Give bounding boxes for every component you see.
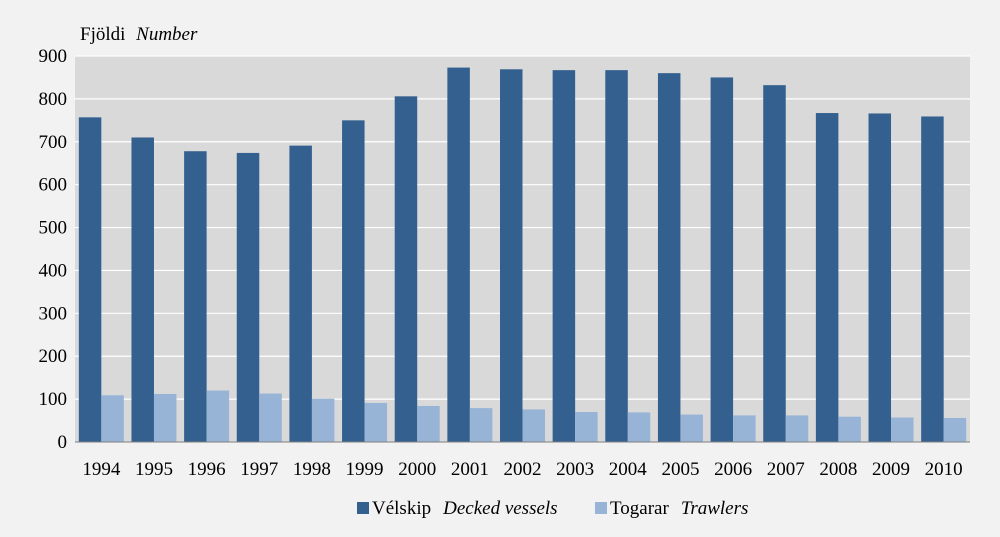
x-tick-label-2002: 2002 xyxy=(504,459,542,480)
bar-togarar-2003 xyxy=(575,411,598,442)
bar-togarar-1996 xyxy=(206,390,230,442)
legend-label-togarar: Togarar Trawlers xyxy=(610,498,748,519)
y-tick-label-0: 0 xyxy=(58,432,68,453)
x-tick-label-2009: 2009 xyxy=(872,459,910,480)
x-tick-label-1995: 1995 xyxy=(135,459,173,480)
y-tick-label-400: 400 xyxy=(39,260,68,281)
bar-velskip-2007 xyxy=(763,85,786,443)
x-tick-label-1998: 1998 xyxy=(293,459,331,480)
y-tick-label-200: 200 xyxy=(39,346,68,367)
x-tick-label-1997: 1997 xyxy=(240,459,278,480)
bar-velskip-1995 xyxy=(131,137,154,442)
bar-velskip-2004 xyxy=(605,70,628,443)
bar-velskip-2008 xyxy=(815,113,839,442)
y-axis-ticks: 0 100 200 300 400 500 600 700 800 900 xyxy=(39,46,68,453)
bar-velskip-2009 xyxy=(868,113,892,443)
legend-name-en: Trawlers xyxy=(681,498,749,519)
y-tick-label-700: 700 xyxy=(39,132,68,153)
x-tick-label-2006: 2006 xyxy=(714,459,752,480)
x-tick-label-2000: 2000 xyxy=(398,459,436,480)
x-tick-label-1999: 1999 xyxy=(346,459,384,480)
y-tick-label-100: 100 xyxy=(39,389,68,410)
bars xyxy=(78,67,967,443)
x-tick-label-1996: 1996 xyxy=(188,459,226,480)
bar-togarar-2008 xyxy=(838,416,861,442)
legend-name: Vélskip xyxy=(372,498,431,519)
bar-velskip-2005 xyxy=(657,73,681,443)
bar-togarar-1999 xyxy=(364,402,388,442)
y-tick-label-800: 800 xyxy=(39,89,68,110)
bar-velskip-2003 xyxy=(552,70,576,443)
bar-togarar-2000 xyxy=(417,405,440,442)
bar-togarar-2009 xyxy=(891,417,914,442)
legend-swatch-velskip xyxy=(357,502,369,514)
x-axis-ticks: 1994 1995 1996 1997 1998 1999 2000 2001 2002 2003… xyxy=(82,459,962,480)
bar-togarar-2005 xyxy=(680,414,703,442)
bar-togarar-2007 xyxy=(785,415,809,442)
bar-velskip-2000 xyxy=(394,96,418,442)
x-tick-label-2005: 2005 xyxy=(661,459,699,480)
bar-togarar-1998 xyxy=(311,398,335,442)
bar-velskip-2010 xyxy=(921,116,944,443)
bar-velskip-1998 xyxy=(289,145,312,443)
bar-velskip-1999 xyxy=(342,120,365,442)
bar-velskip-2006 xyxy=(710,77,734,442)
y-tick-label-900: 900 xyxy=(39,46,68,67)
y-tick-label-300: 300 xyxy=(39,303,68,324)
x-tick-label-2001: 2001 xyxy=(451,459,489,480)
bar-velskip-2001 xyxy=(447,67,470,442)
legend-label-velskip: Vélskip Decked vessels xyxy=(372,498,558,519)
legend-name-en: Decked vessels xyxy=(442,498,557,519)
x-tick-label-2004: 2004 xyxy=(609,459,648,480)
bar-velskip-1996 xyxy=(184,151,207,443)
bar-togarar-2001 xyxy=(469,408,493,442)
x-tick-label-2003: 2003 xyxy=(556,459,594,480)
x-tick-label-2007: 2007 xyxy=(767,459,805,480)
y-axis-label-is: Fjöldi xyxy=(80,24,125,45)
bar-velskip-2002 xyxy=(500,69,523,442)
bar-velskip-1997 xyxy=(236,152,260,442)
bar-togarar-2002 xyxy=(522,409,545,442)
bar-togarar-1997 xyxy=(259,393,282,442)
y-tick-label-500: 500 xyxy=(39,218,68,239)
bar-togarar-1995 xyxy=(153,393,177,442)
x-tick-label-1994: 1994 xyxy=(82,459,121,480)
legend-swatch-togarar xyxy=(595,502,607,514)
y-tick-label-600: 600 xyxy=(39,175,68,196)
y-axis-label: Fjöldi Number xyxy=(80,24,198,45)
bar-velskip-1994 xyxy=(78,117,102,442)
x-tick-label-2010: 2010 xyxy=(925,459,963,480)
bar-togarar-2010 xyxy=(943,417,967,442)
bar-togarar-2004 xyxy=(627,412,651,442)
bar-togarar-1994 xyxy=(101,395,124,442)
legend-name: Togarar xyxy=(610,498,669,519)
bar-togarar-2006 xyxy=(733,415,756,442)
x-tick-label-2008: 2008 xyxy=(819,459,857,480)
y-axis-label-en: Number xyxy=(135,24,198,45)
legend: Vélskip Decked vessels Togarar Trawlers xyxy=(357,498,748,519)
